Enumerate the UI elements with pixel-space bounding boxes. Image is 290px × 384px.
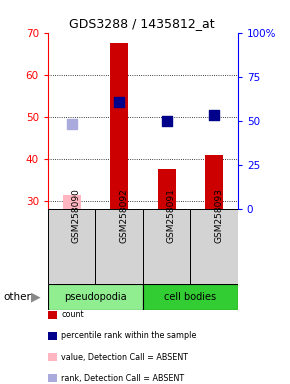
Bar <box>143 284 238 310</box>
Point <box>69 121 74 127</box>
Text: GSM258092: GSM258092 <box>119 188 128 243</box>
Text: other: other <box>3 292 31 302</box>
Bar <box>110 43 128 209</box>
Bar <box>143 209 190 284</box>
Bar <box>205 155 223 209</box>
Bar <box>95 209 143 284</box>
Text: GSM258093: GSM258093 <box>214 188 223 243</box>
Text: rank, Detection Call = ABSENT: rank, Detection Call = ABSENT <box>61 374 185 383</box>
Text: GDS3288 / 1435812_at: GDS3288 / 1435812_at <box>69 17 215 30</box>
Text: percentile rank within the sample: percentile rank within the sample <box>61 331 197 341</box>
Text: pseudopodia: pseudopodia <box>64 292 127 302</box>
Text: GSM258091: GSM258091 <box>166 188 175 243</box>
Bar <box>190 209 238 284</box>
Bar <box>63 195 81 209</box>
Point <box>164 118 169 124</box>
Text: value, Detection Call = ABSENT: value, Detection Call = ABSENT <box>61 353 188 362</box>
Point <box>212 112 216 118</box>
Text: cell bodies: cell bodies <box>164 292 216 302</box>
Bar <box>48 209 95 284</box>
Text: count: count <box>61 310 84 319</box>
Bar <box>48 284 143 310</box>
Text: GSM258090: GSM258090 <box>72 188 81 243</box>
Bar <box>157 169 175 209</box>
Point <box>117 99 122 105</box>
Text: ▶: ▶ <box>31 291 41 304</box>
